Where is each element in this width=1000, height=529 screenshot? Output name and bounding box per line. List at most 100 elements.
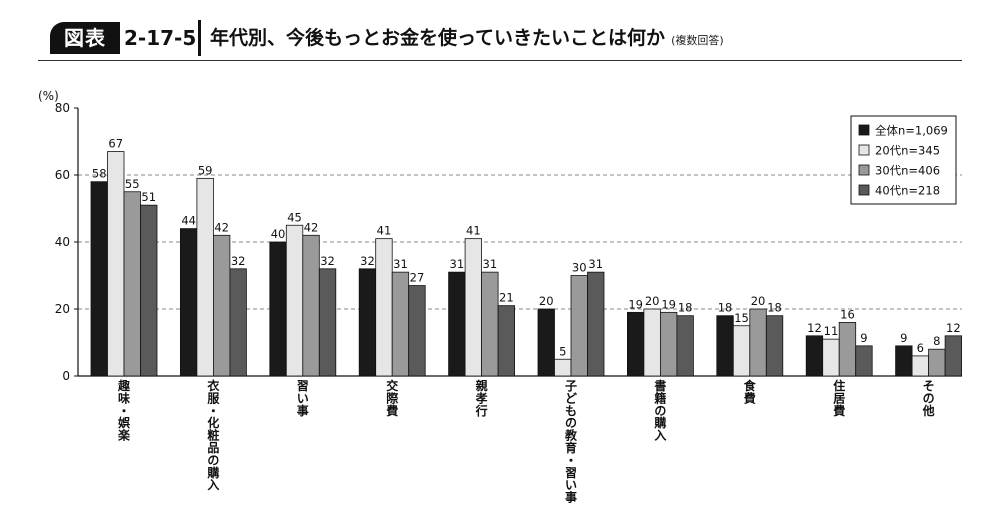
bar bbox=[805, 335, 824, 377]
title-separator bbox=[198, 20, 201, 56]
bar-value-label: 55 bbox=[125, 177, 140, 191]
category-label: 交際費 bbox=[386, 378, 399, 418]
bar bbox=[928, 348, 946, 377]
bar-value-label: 16 bbox=[840, 307, 855, 321]
category-label: 食費 bbox=[743, 378, 757, 405]
bar bbox=[140, 204, 158, 377]
y-tick-label: 20 bbox=[55, 302, 70, 316]
bar-value-label: 18 bbox=[718, 301, 733, 315]
bar-value-label: 31 bbox=[393, 257, 408, 271]
bar bbox=[587, 271, 605, 377]
bar-value-label: 59 bbox=[198, 163, 213, 177]
legend-swatch bbox=[858, 124, 870, 136]
category-label: 書籍の購入 bbox=[653, 378, 666, 443]
bar bbox=[375, 238, 393, 377]
legend-label: 40代n=218 bbox=[875, 184, 940, 198]
category-label: 習い事 bbox=[297, 379, 309, 418]
bar-value-label: 11 bbox=[824, 324, 839, 338]
bar-value-label: 45 bbox=[287, 210, 302, 224]
bar bbox=[391, 271, 410, 377]
bar bbox=[676, 315, 694, 377]
bar bbox=[627, 311, 645, 377]
bar bbox=[660, 311, 678, 377]
bar bbox=[643, 308, 661, 377]
bar-value-label: 6 bbox=[917, 341, 924, 355]
bar-value-label: 5 bbox=[559, 344, 566, 358]
bar bbox=[123, 191, 141, 377]
bar-value-label: 8 bbox=[933, 334, 940, 348]
bar bbox=[302, 234, 320, 377]
bars bbox=[90, 151, 962, 377]
bar-value-label: 15 bbox=[734, 311, 749, 325]
category-label: 親孝行 bbox=[475, 378, 488, 418]
bar-value-label: 20 bbox=[539, 294, 554, 308]
category-label: 住居費 bbox=[833, 378, 845, 418]
figure-header: 図表 2-17-5 年代別、今後もっとお金を使っていきたいことは何か (複数回答) bbox=[12, 10, 988, 56]
bar-value-label: 32 bbox=[360, 254, 375, 268]
bar bbox=[732, 325, 751, 377]
chart-title-note: (複数回答) bbox=[671, 34, 724, 47]
bar-value-label: 32 bbox=[320, 254, 335, 268]
chart-title: 年代別、今後もっとお金を使っていきたいことは何か bbox=[210, 27, 666, 49]
y-tick-label: 0 bbox=[62, 369, 70, 383]
bar-value-label: 51 bbox=[141, 190, 156, 204]
bar bbox=[765, 315, 784, 377]
bar bbox=[855, 345, 873, 377]
bar-value-label: 58 bbox=[92, 167, 107, 181]
bar-value-label: 27 bbox=[410, 271, 425, 285]
bar-value-label: 67 bbox=[108, 137, 123, 151]
bar bbox=[464, 238, 483, 377]
bar bbox=[822, 338, 840, 377]
bar bbox=[448, 271, 466, 377]
bar bbox=[107, 151, 125, 377]
bar bbox=[285, 224, 304, 377]
bar-value-label: 30 bbox=[572, 261, 587, 275]
bar-value-label: 12 bbox=[807, 321, 822, 335]
bar-value-label: 9 bbox=[860, 331, 867, 345]
bar bbox=[716, 315, 734, 377]
bar bbox=[358, 268, 377, 377]
bar bbox=[838, 321, 857, 377]
bar bbox=[212, 234, 231, 377]
y-tick-label: 40 bbox=[55, 235, 70, 249]
category-label: その他 bbox=[922, 379, 935, 418]
legend-label: 全体n=1,069 bbox=[875, 124, 948, 138]
bar-value-label: 41 bbox=[466, 224, 481, 238]
bar bbox=[895, 345, 913, 377]
figure-number: 2-17-5 bbox=[124, 26, 197, 50]
figure-badge: 図表 bbox=[50, 22, 120, 54]
bar bbox=[537, 308, 555, 377]
legend-swatch bbox=[858, 164, 870, 176]
legend-swatch bbox=[858, 184, 870, 196]
bar bbox=[554, 358, 572, 377]
bar bbox=[269, 241, 287, 377]
bar-value-label: 19 bbox=[628, 297, 643, 311]
bar-value-label: 31 bbox=[483, 257, 498, 271]
legend: 全体n=1,069 20代n=345 30代n=406 40代n=218 bbox=[850, 115, 957, 205]
category-label: 子どもの教育・習い事 bbox=[564, 379, 578, 505]
category-labels: 趣味・娯楽 衣服・化粧品の購入 習い事 交際費 親孝行 子どもの教育・習い事 書籍の購入 食費… bbox=[117, 378, 935, 505]
y-tick-label: 60 bbox=[55, 168, 70, 182]
bar bbox=[570, 275, 588, 377]
bar-value-label: 40 bbox=[271, 227, 286, 241]
bar bbox=[90, 181, 108, 377]
bar bbox=[196, 177, 214, 377]
bar-value-label: 44 bbox=[181, 214, 196, 228]
axes: 0 20 40 60 80(%) bbox=[38, 89, 962, 383]
bar-value-label: 31 bbox=[588, 257, 603, 271]
bar-value-label: 12 bbox=[946, 321, 961, 335]
title-row: 年代別、今後もっとお金を使っていきたいことは何か (複数回答) bbox=[210, 22, 724, 54]
y-unit-label: (%) bbox=[38, 89, 59, 103]
bar-value-label: 20 bbox=[645, 294, 660, 308]
bar-value-label: 18 bbox=[678, 301, 693, 315]
bar bbox=[481, 271, 499, 377]
legend-swatch bbox=[858, 144, 870, 156]
bar-value-label: 41 bbox=[377, 224, 392, 238]
bar bbox=[408, 285, 426, 377]
bar-value-label: 9 bbox=[900, 331, 907, 345]
bar bbox=[229, 268, 247, 377]
bar bbox=[911, 355, 929, 377]
bar-value-label: 19 bbox=[661, 297, 676, 311]
header-rule bbox=[38, 60, 962, 61]
